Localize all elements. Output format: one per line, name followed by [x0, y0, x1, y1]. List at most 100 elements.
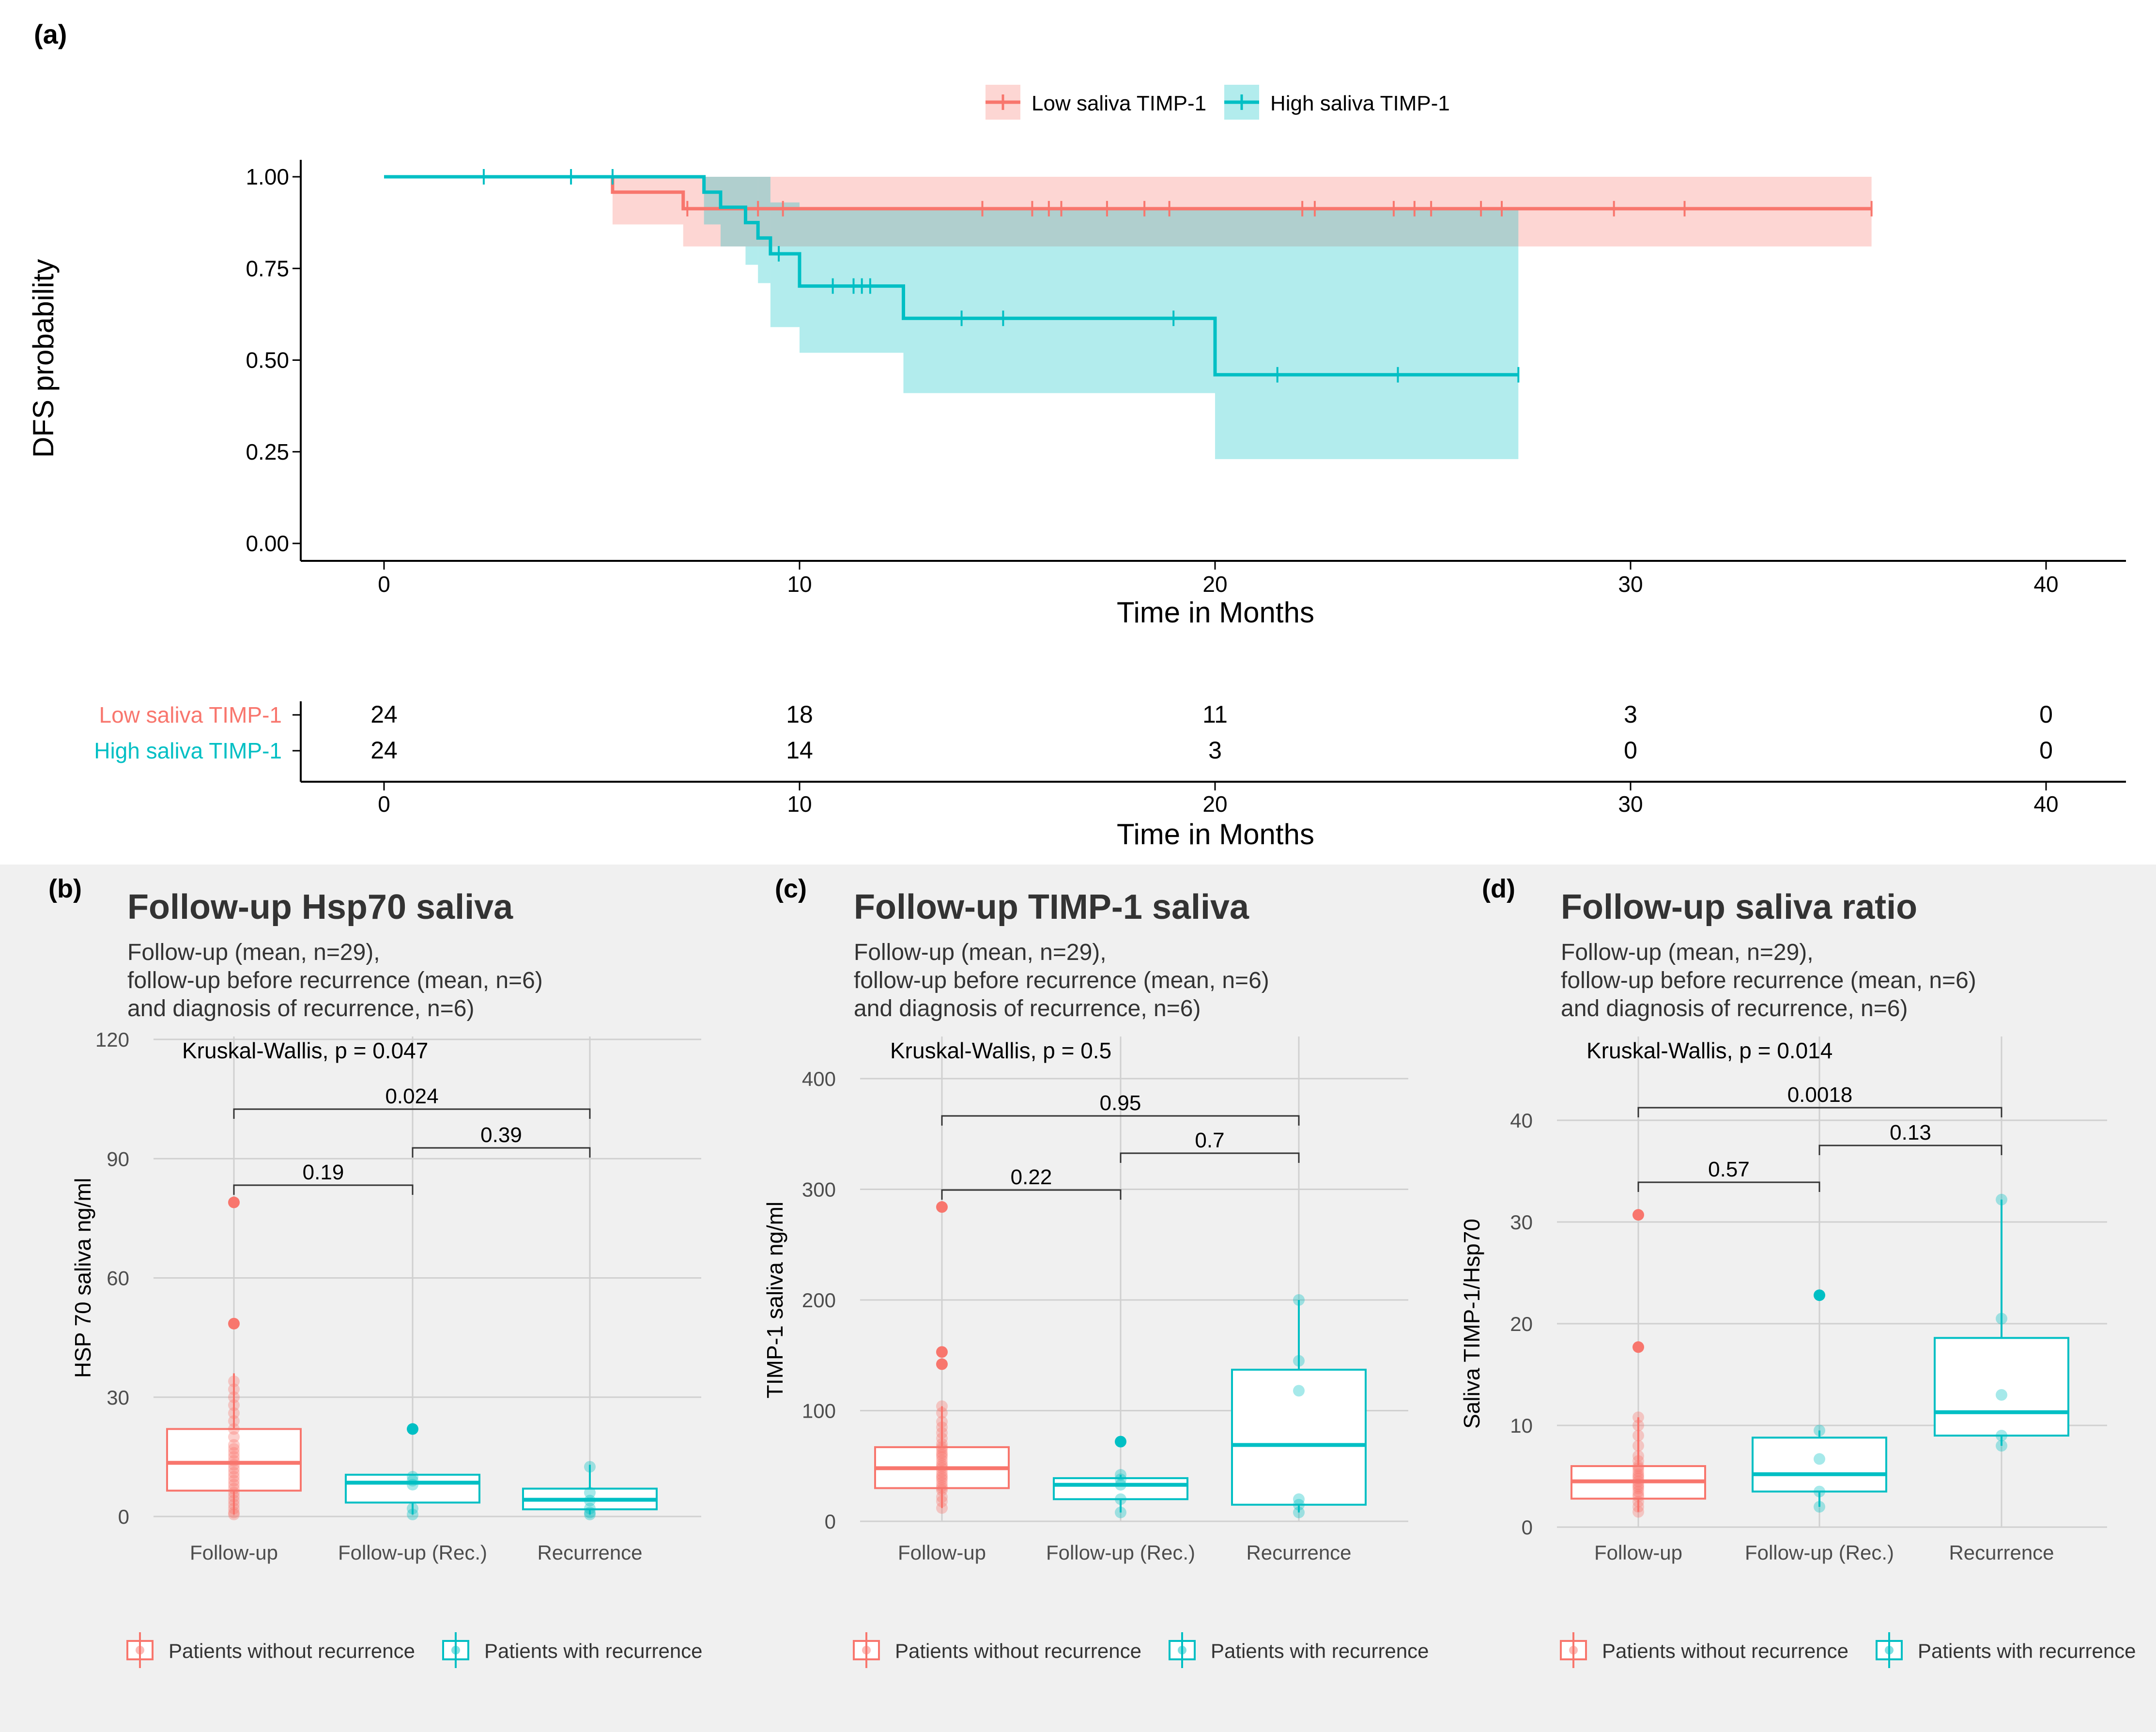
- data-point: [407, 1502, 418, 1515]
- x-tick-label: 40: [2033, 572, 2058, 597]
- y-tick-label: 300: [802, 1178, 836, 1201]
- data-point: [228, 1415, 240, 1427]
- legend-label: Patients with recurrence: [1211, 1639, 1429, 1662]
- data-point: [1814, 1453, 1825, 1465]
- data-point: [584, 1495, 596, 1507]
- ci-band-segment: [612, 177, 683, 225]
- x-tick-label: Recurrence: [537, 1541, 642, 1564]
- legend-key-point: [451, 1646, 460, 1655]
- panel-label-c: (c): [775, 874, 807, 903]
- comparison-p-value: 0.13: [1890, 1121, 1931, 1144]
- risk-count: 3: [1208, 737, 1222, 764]
- y-tick-label: 0.25: [246, 439, 289, 464]
- data-point: [936, 1462, 948, 1474]
- risk-row-label: High saliva TIMP-1: [94, 738, 282, 763]
- data-point: [1632, 1496, 1644, 1508]
- outlier-point: [228, 1317, 240, 1330]
- data-point: [584, 1502, 596, 1515]
- y-tick-label: 200: [802, 1289, 836, 1312]
- panel-label-b: (b): [48, 874, 82, 903]
- data-point: [936, 1454, 948, 1467]
- boxplot-subtitle-line: and diagnosis of recurrence, n=6): [127, 996, 474, 1021]
- risk-x-tick-label: 20: [1202, 791, 1227, 817]
- data-point: [1996, 1389, 2007, 1401]
- data-point: [584, 1508, 596, 1520]
- data-point: [936, 1485, 948, 1497]
- x-tick-label: 0: [378, 572, 390, 597]
- boxplot-subtitle-line: Follow-up (mean, n=29),: [127, 940, 380, 965]
- kruskal-wallis-label: Kruskal-Wallis, p = 0.047: [182, 1038, 428, 1063]
- risk-x-tick-label: 0: [378, 791, 390, 817]
- legend-key-point: [1885, 1646, 1894, 1655]
- y-tick-label: 10: [1510, 1414, 1533, 1437]
- data-point: [936, 1469, 948, 1481]
- legend-key-point: [1178, 1646, 1186, 1655]
- y-tick-label: 0.00: [246, 531, 289, 556]
- boxplot-subtitle-line: and diagnosis of recurrence, n=6): [854, 996, 1201, 1021]
- data-point: [1632, 1411, 1644, 1423]
- risk-count: 0: [2039, 737, 2053, 764]
- legend-label: High saliva TIMP-1: [1270, 92, 1450, 115]
- data-point: [1996, 1430, 2007, 1441]
- data-point: [1632, 1468, 1644, 1480]
- data-point: [228, 1375, 240, 1387]
- data-point: [1632, 1488, 1644, 1500]
- data-point: [228, 1455, 240, 1467]
- data-point: [936, 1466, 948, 1478]
- outlier-point: [228, 1196, 240, 1208]
- boxplot-y-axis-title: TIMP-1 saliva ng/ml: [762, 1202, 787, 1398]
- data-point: [1115, 1493, 1126, 1505]
- data-point: [228, 1486, 240, 1499]
- data-point: [228, 1502, 240, 1515]
- data-point: [1293, 1499, 1305, 1511]
- data-point: [1115, 1506, 1126, 1518]
- data-point: [1115, 1479, 1126, 1491]
- ci-band-segment: [683, 177, 1872, 247]
- data-point: [584, 1506, 596, 1518]
- data-point: [1632, 1485, 1644, 1498]
- data-point: [1632, 1455, 1644, 1467]
- data-point: [1632, 1491, 1644, 1502]
- y-tick-label: 0: [118, 1505, 129, 1528]
- legend-label: Patients with recurrence: [1918, 1639, 2136, 1662]
- km-survival-lines: [384, 175, 1872, 377]
- data-point: [936, 1449, 948, 1461]
- data-point: [936, 1477, 948, 1489]
- data-point: [936, 1421, 948, 1433]
- data-point: [1632, 1506, 1644, 1518]
- y-tick-label: 400: [802, 1067, 836, 1090]
- data-point: [584, 1486, 596, 1499]
- data-point: [936, 1491, 948, 1503]
- data-point: [936, 1458, 948, 1470]
- comparison-bracket: [941, 1189, 1122, 1200]
- y-tick-label: 0: [825, 1510, 836, 1533]
- data-point: [228, 1495, 240, 1507]
- data-point: [228, 1439, 240, 1451]
- data-point: [1632, 1460, 1644, 1472]
- data-point: [1632, 1472, 1644, 1485]
- x-tick-label: Follow-up (Rec.): [338, 1541, 487, 1564]
- boxplot-subtitle-line: Follow-up (mean, n=29),: [1561, 940, 1814, 965]
- comparison-bracket: [1120, 1152, 1300, 1163]
- data-point: [1293, 1385, 1305, 1397]
- comparison-p-value: 0.95: [1100, 1091, 1141, 1115]
- km-panel: (a) Low saliva TIMP-1 High saliva TIMP-1 …: [27, 19, 2126, 851]
- outlier-point: [1814, 1289, 1825, 1301]
- y-tick-label: 60: [107, 1267, 129, 1290]
- y-tick-label: 120: [95, 1028, 129, 1051]
- risk-x-tick-label: 30: [1618, 791, 1643, 817]
- ci-band-segment: [758, 177, 770, 283]
- ci-band-segment: [745, 177, 758, 265]
- data-point: [1632, 1478, 1644, 1490]
- boxplot-area-background: [0, 865, 2156, 1732]
- outlier-point: [936, 1201, 948, 1213]
- ci-band-segment: [704, 177, 721, 225]
- ci-band-segment: [903, 210, 1215, 393]
- data-point: [228, 1443, 240, 1455]
- data-point: [228, 1431, 240, 1443]
- ci-band-segment: [770, 202, 800, 327]
- data-point: [228, 1479, 240, 1491]
- box: [1752, 1437, 1887, 1493]
- data-point: [1632, 1501, 1644, 1513]
- x-tick-label: 30: [1618, 572, 1643, 597]
